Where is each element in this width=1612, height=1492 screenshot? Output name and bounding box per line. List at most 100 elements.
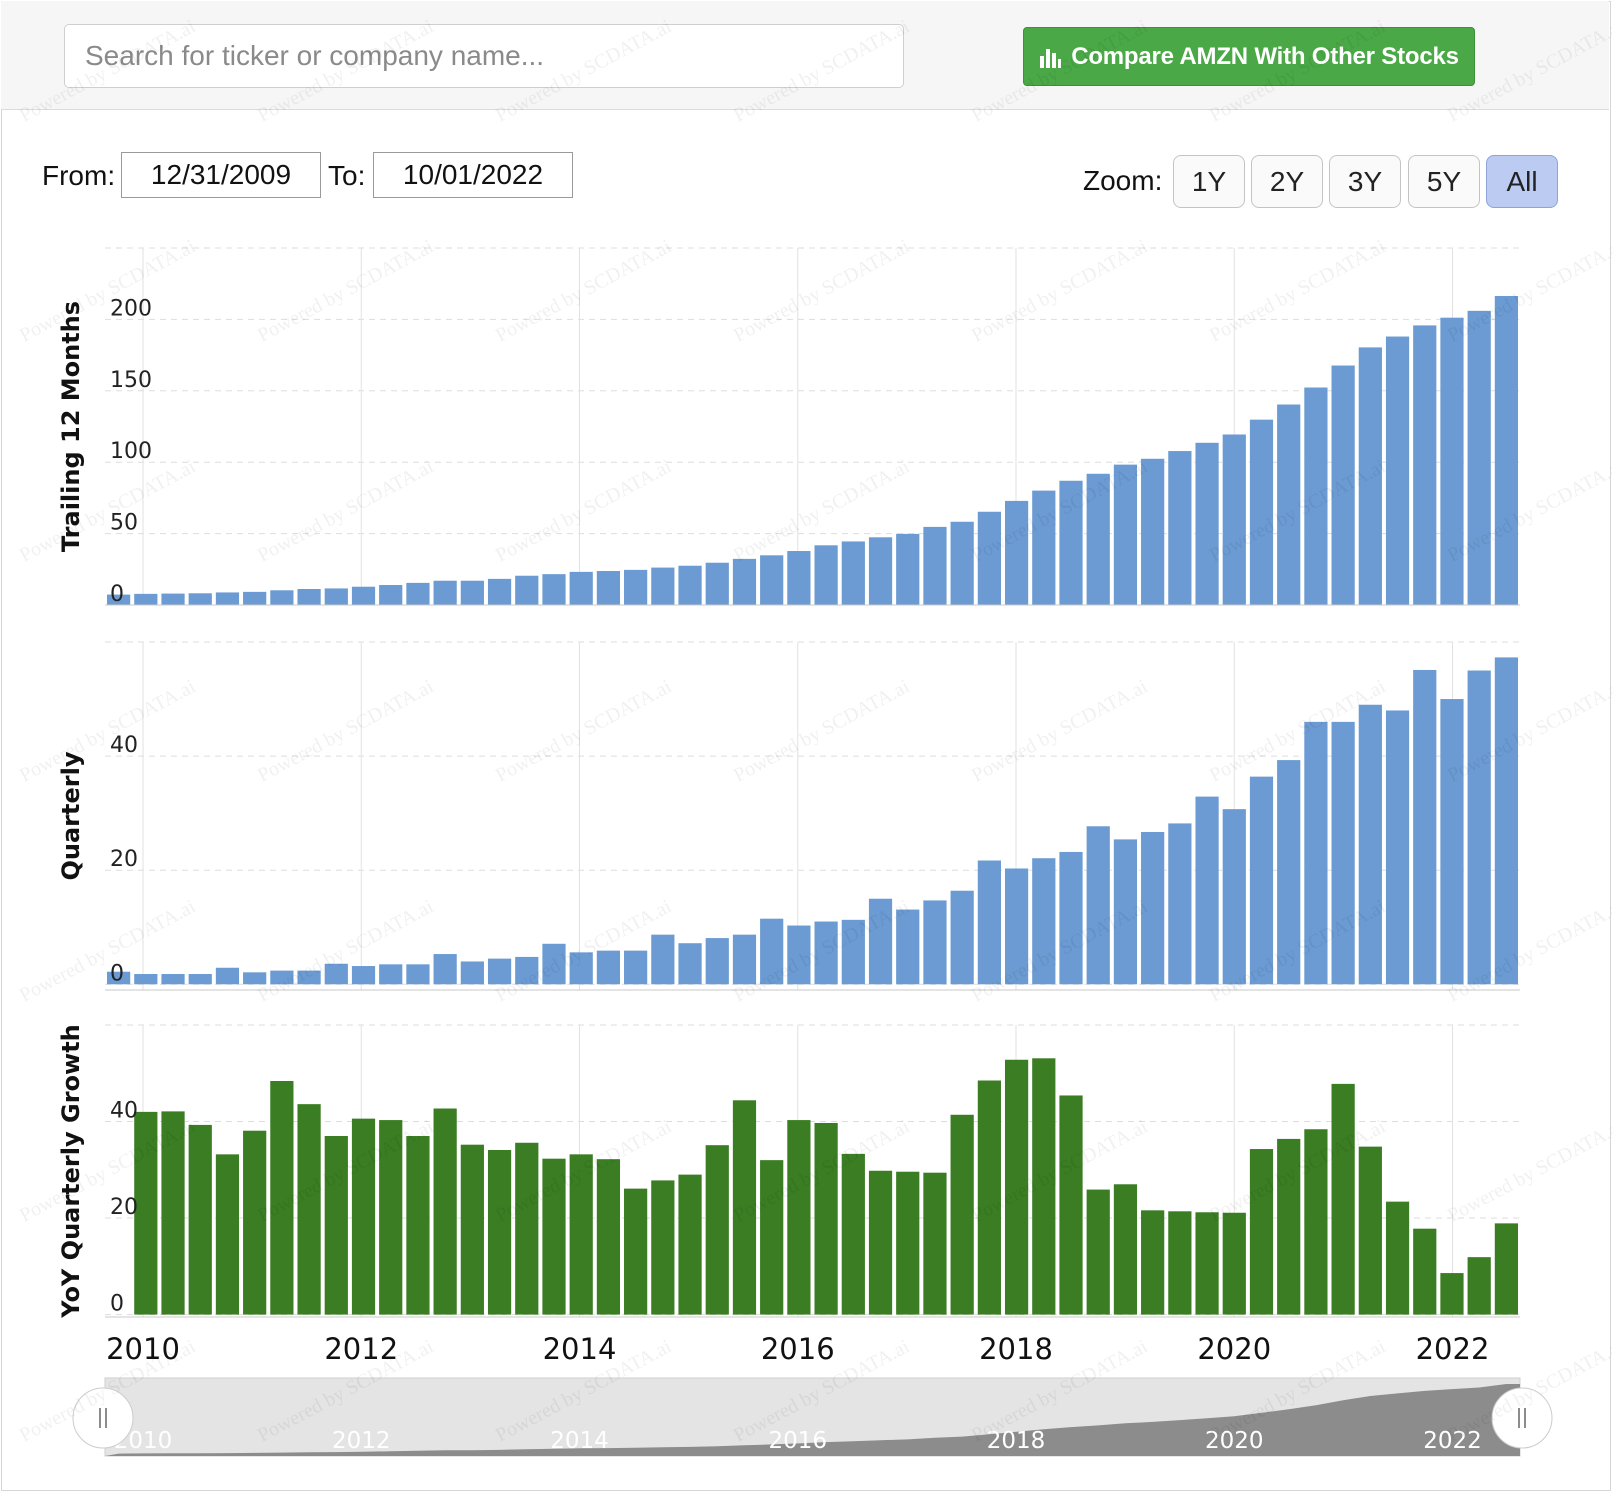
bar (923, 900, 947, 985)
y-tick-label: 200 (110, 296, 152, 321)
bar (705, 562, 729, 605)
bar (868, 898, 893, 985)
zoom-3y-button[interactable]: 3Y (1329, 155, 1401, 208)
bar (1413, 325, 1437, 605)
bar (1004, 1059, 1029, 1315)
bar (624, 1188, 648, 1315)
bar (542, 574, 566, 605)
bar (596, 950, 621, 985)
bar (243, 591, 267, 605)
zoom-2y-button[interactable]: 2Y (1251, 155, 1323, 208)
bar (1413, 669, 1437, 985)
bar (487, 958, 512, 985)
bar (1331, 1083, 1355, 1315)
bar (161, 1111, 185, 1315)
x-tick-label: 2010 (106, 1332, 180, 1366)
y-tick-label: 0 (110, 582, 124, 607)
navigator-area (105, 1384, 1520, 1456)
bar (134, 593, 158, 605)
bar (297, 1104, 321, 1315)
bar (950, 890, 974, 985)
bar (215, 967, 240, 985)
bar (270, 970, 294, 985)
y-axis-title: Quarterly (57, 751, 85, 880)
handle-circle (1491, 1387, 1553, 1449)
bar (1113, 1184, 1138, 1315)
y-tick-label: 20 (110, 847, 138, 872)
bar (1494, 295, 1518, 605)
zoom-label: Zoom: (1083, 165, 1163, 196)
bar (841, 541, 865, 605)
bar (1032, 858, 1056, 985)
bar (487, 578, 512, 605)
bar (1222, 809, 1246, 985)
y-tick-label: 40 (110, 733, 138, 758)
bar (760, 918, 784, 985)
bar (1168, 1211, 1192, 1315)
bar (1440, 317, 1464, 605)
bar (651, 1180, 675, 1315)
bar (896, 1171, 920, 1315)
zoom-all-button[interactable]: All (1486, 155, 1558, 208)
zoom-1y-button[interactable]: 1Y (1173, 155, 1245, 208)
bar (324, 1136, 348, 1315)
bar (1494, 657, 1518, 985)
bar (977, 1080, 1001, 1315)
bar (351, 1118, 376, 1315)
bar (515, 575, 539, 605)
from-date-field[interactable]: 12/31/2009 (121, 152, 321, 198)
y-tick-label: 0 (110, 961, 124, 986)
bar (1249, 1149, 1274, 1315)
zoom-5y-button[interactable]: 5Y (1408, 155, 1480, 208)
bar (1222, 434, 1246, 605)
from-label: From: (42, 160, 116, 191)
bar (188, 1124, 212, 1315)
bar (1113, 464, 1138, 605)
x-tick-label: 2016 (761, 1332, 835, 1366)
bar (814, 545, 838, 605)
bar (1141, 1210, 1165, 1315)
bar (542, 943, 566, 985)
bar (1385, 336, 1410, 605)
bar (134, 1111, 158, 1315)
bar (161, 974, 185, 985)
bar (1249, 419, 1274, 605)
to-date-field[interactable]: 10/01/2022 (373, 152, 573, 198)
search-input[interactable] (64, 24, 904, 88)
bar (651, 934, 675, 985)
x-tick-label: 2018 (979, 1332, 1053, 1366)
bar (1059, 851, 1083, 985)
chart-panel-1: 0 50 100 150 200 Trailing 12 Months (57, 247, 1520, 607)
bar (678, 1174, 702, 1315)
bar (1195, 442, 1219, 605)
bar (569, 1154, 593, 1315)
navigator-right-handle[interactable] (1491, 1387, 1553, 1449)
bar (787, 1120, 811, 1315)
top-toolbar: Compare AMZN With Other Stocks (1, 1, 1609, 110)
bar (1304, 1129, 1328, 1315)
bar (1059, 480, 1083, 605)
bar (379, 585, 403, 605)
bar (732, 558, 757, 605)
y-tick-label: 50 (110, 511, 138, 536)
navigator-left-handle[interactable] (72, 1387, 134, 1449)
y-tick-label: 150 (110, 368, 152, 393)
bar (351, 586, 376, 605)
x-tick-label: 2020 (1197, 1332, 1271, 1366)
handle-circle (72, 1387, 134, 1449)
bar (977, 511, 1001, 605)
bar (1113, 839, 1138, 985)
y-axis-title: YoY Quarterly Growth (57, 1024, 85, 1318)
bar (923, 526, 947, 605)
bar (624, 950, 648, 985)
bar (1358, 347, 1382, 605)
compare-button-label: Compare AMZN With Other Stocks (1071, 42, 1459, 70)
bar (379, 964, 403, 985)
bar (270, 590, 294, 605)
bar (324, 588, 348, 605)
bar (1249, 776, 1274, 985)
bar (841, 919, 865, 985)
bar (705, 938, 729, 985)
compare-button[interactable]: Compare AMZN With Other Stocks (1023, 27, 1475, 86)
